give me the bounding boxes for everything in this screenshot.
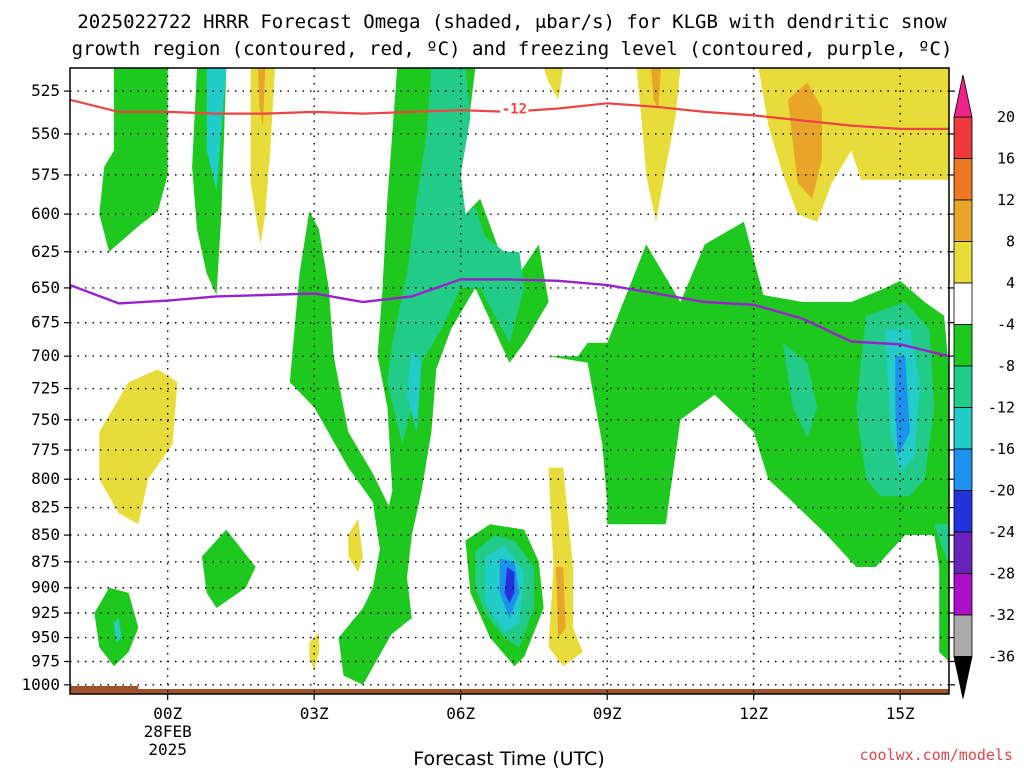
colorbar-bottom-arrow (953, 656, 973, 699)
freezing-level-line (70, 278, 949, 358)
y-tick-label: 925 (31, 603, 60, 622)
colorbar-tick-label: -36 (988, 648, 1015, 666)
omega-region (783, 342, 818, 438)
colorbar-band (953, 199, 973, 242)
colorbar-tick-label: -16 (988, 440, 1015, 458)
x-tick-label: 06Z (446, 704, 475, 723)
omega-region (543, 68, 564, 100)
omega-region (258, 68, 266, 126)
omega-region (934, 524, 949, 567)
y-tick-label: 975 (31, 652, 60, 671)
colorbar-tick-label: -4 (997, 316, 1015, 334)
colorbar-band (953, 614, 973, 657)
colorbar-band (953, 573, 973, 616)
y-tick-label: 775 (31, 440, 60, 459)
omega-region (548, 221, 949, 662)
y-tick-label: 850 (31, 525, 60, 544)
omega-region (555, 567, 566, 638)
omega-region (250, 68, 276, 245)
colorbar-band (953, 324, 973, 367)
colorbar-band (953, 241, 973, 284)
y-tick-label: 950 (31, 628, 60, 647)
omega-region (504, 567, 515, 603)
omega-region (548, 467, 583, 667)
x-tick-label: 15Z (886, 704, 915, 723)
y-tick-label: 650 (31, 278, 60, 297)
chart-title-line-1: 2025022722 HRRR Forecast Omega (shaded, … (77, 11, 947, 33)
colorbar-band (953, 531, 973, 574)
colorbar-tick-label: 20 (997, 108, 1015, 126)
y-tick-label: 700 (31, 346, 60, 365)
credit-text: coolwx.com/models (859, 746, 1013, 764)
chart-title-line-2: growth region (contoured, red, ºC) and f… (72, 38, 953, 60)
y-tick-label: 825 (31, 498, 60, 517)
colorbar-tick-label: 12 (997, 191, 1015, 209)
omega-region (895, 356, 910, 456)
colorbar-tick-label: -12 (988, 399, 1015, 417)
omega-region (201, 529, 256, 608)
y-tick-label: 750 (31, 410, 60, 429)
colorbar-tick-label: -32 (988, 606, 1015, 624)
x-tick-label: 03Z (300, 704, 329, 723)
y-tick-label: 875 (31, 552, 60, 571)
axes: 525 550 575 600 625 650 675 700 725 750 775 800 825 8… (21, 67, 955, 759)
omega-region (348, 518, 363, 573)
y-tick-label: 1000 (21, 675, 60, 694)
y-tick-label: 900 (31, 578, 60, 597)
omega-region (206, 68, 227, 191)
colorbar-tick-label: -28 (988, 565, 1015, 583)
dgz-contour-label: -12 (502, 101, 527, 117)
omega-region (758, 68, 949, 222)
colorbar-top-arrow (953, 74, 973, 118)
colorbar-band (953, 282, 973, 325)
colorbar-band (953, 116, 973, 159)
colorbar-band (953, 158, 973, 201)
y-tick-label: 550 (31, 124, 60, 143)
colorbar-band (953, 448, 973, 491)
y-tick-label: 525 (31, 81, 60, 100)
omega-region (113, 618, 122, 643)
colorbar-band (953, 365, 973, 408)
y-tick-label: 575 (31, 165, 60, 184)
x-tick-label: 00Z (153, 704, 182, 723)
colorbar-band (953, 490, 973, 533)
x-axis-title: Forecast Time (UTC) (413, 748, 604, 768)
x-tick-label: 2025 (148, 740, 187, 759)
colorbar-tick-label: 16 (997, 150, 1015, 168)
omega-region (407, 349, 422, 432)
x-tick-label: 28FEB (144, 722, 192, 741)
omega-region (309, 632, 319, 671)
omega-region (387, 68, 525, 444)
colorbar-tick-label: -24 (988, 523, 1015, 541)
colorbar-tick-label: -20 (988, 482, 1015, 500)
omega-region (787, 82, 822, 199)
colorbar-band (953, 407, 973, 450)
colorbar: 20 16 12 8 4 -4 -8 -12 -16 -20 -24 -28 -32 -36 (953, 74, 1015, 699)
y-tick-label: 800 (31, 469, 60, 488)
plot-area: -12 (70, 68, 949, 694)
omega-region (289, 211, 403, 685)
omega-region (99, 68, 168, 252)
omega-region (99, 369, 178, 525)
y-tick-label: 600 (31, 204, 60, 223)
dgz-contour-label-bg (500, 99, 529, 116)
ground-strip-raised (70, 686, 139, 689)
y-tick-label: 625 (31, 242, 60, 261)
y-tick-label: 675 (31, 313, 60, 332)
colorbar-tick-label: 4 (1006, 274, 1015, 292)
y-tick-label: 725 (31, 379, 60, 398)
x-tick-label: 12Z (739, 704, 768, 723)
plot-frame (69, 67, 950, 695)
colorbar-tick-label: -8 (997, 357, 1015, 375)
ground-strip (70, 689, 949, 694)
omega-region (651, 68, 661, 109)
x-tick-label: 09Z (593, 704, 622, 723)
colorbar-tick-label: 8 (1006, 233, 1015, 251)
